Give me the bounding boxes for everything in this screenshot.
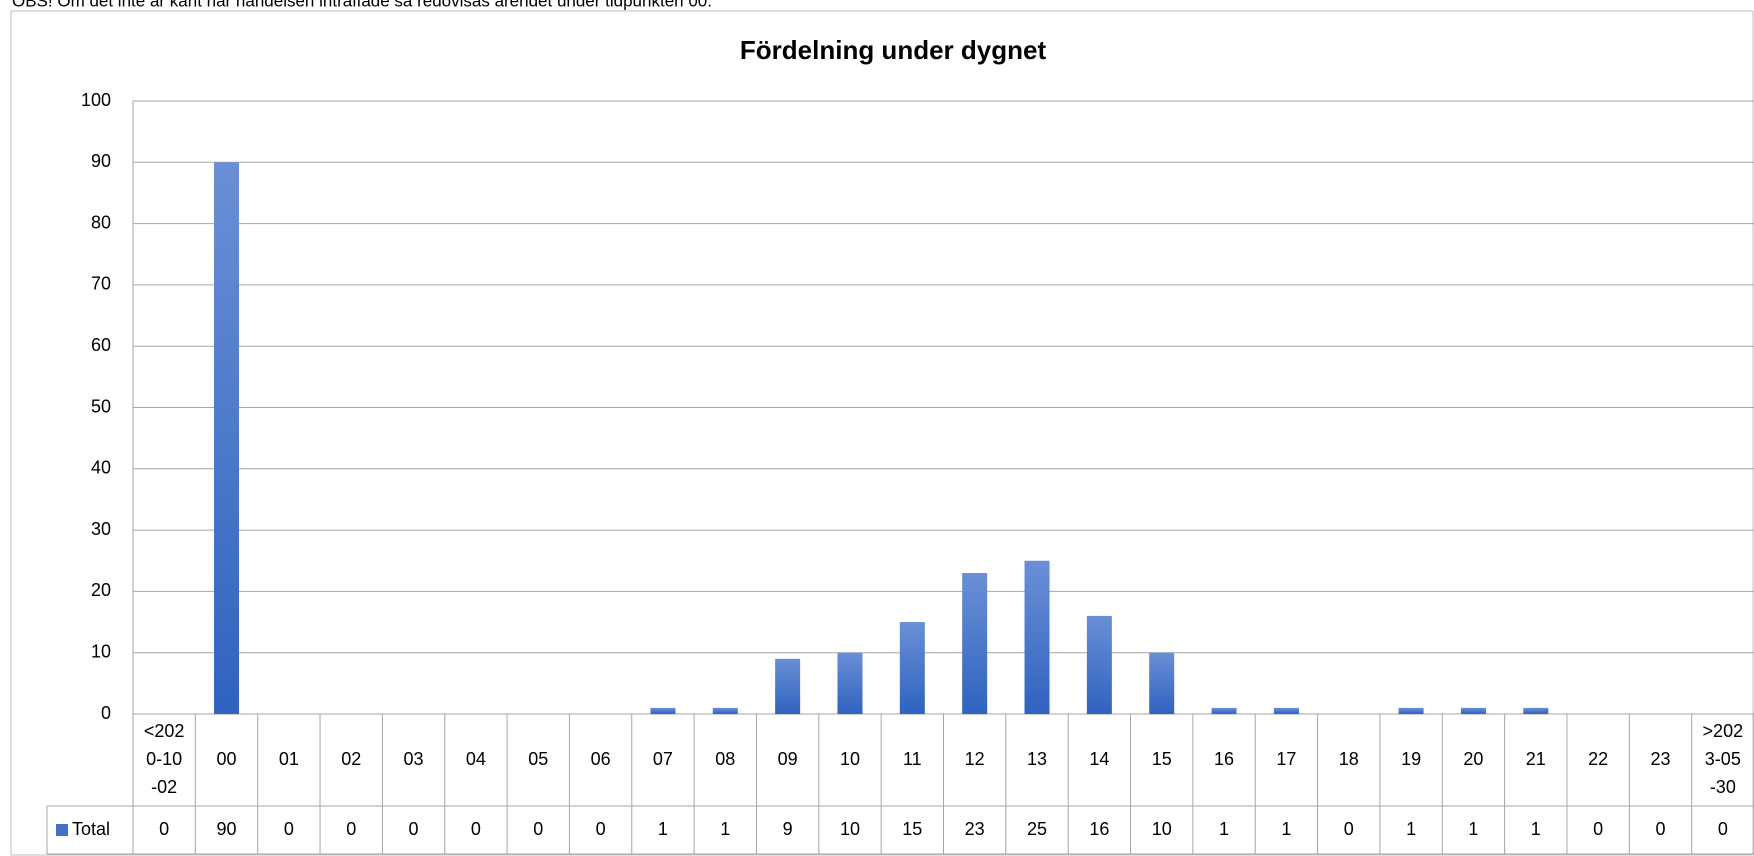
note: OBS! Om det inte är känt när händelsen i…	[12, 0, 712, 10]
data-label: 0	[471, 819, 481, 839]
x-tick-label: 19	[1401, 749, 1421, 769]
x-tick-label: 20	[1463, 749, 1483, 769]
y-tick-label: 100	[81, 90, 111, 110]
data-label: 0	[284, 819, 294, 839]
bar	[775, 658, 801, 714]
y-tick-label: 80	[91, 212, 111, 232]
x-tick-label: 12	[965, 749, 985, 769]
bar	[1398, 707, 1424, 714]
bar	[962, 573, 988, 714]
data-label: 1	[658, 819, 668, 839]
x-tick-label: 21	[1526, 749, 1546, 769]
bar	[712, 707, 738, 714]
x-tick-label: 06	[591, 749, 611, 769]
data-label: 0	[346, 819, 356, 839]
data-label: 1	[1281, 819, 1291, 839]
x-tick-label: 18	[1339, 749, 1359, 769]
data-label: 1	[720, 819, 730, 839]
data-label: 25	[1027, 819, 1047, 839]
x-tick-label: 04	[466, 749, 486, 769]
chart-title: Fördelning under dygnet	[740, 35, 1047, 65]
data-label: 23	[965, 819, 985, 839]
x-tick-label: 16	[1214, 749, 1234, 769]
bar	[837, 652, 863, 714]
data-label: 90	[217, 819, 237, 839]
y-tick-label: 30	[91, 519, 111, 539]
y-tick-label: 50	[91, 396, 111, 416]
bar	[1273, 707, 1299, 714]
x-tick-label: 00	[217, 749, 237, 769]
chart-border	[10, 10, 1754, 856]
y-tick-label: 90	[91, 151, 111, 171]
y-tick-label: 20	[91, 580, 111, 600]
bar	[1024, 560, 1050, 714]
y-tick-label: 60	[91, 335, 111, 355]
x-tick-label: 11	[903, 749, 922, 769]
bar	[1523, 707, 1549, 714]
data-label: 10	[1152, 819, 1172, 839]
x-tick-label: 08	[715, 749, 735, 769]
legend-label: Total	[72, 819, 110, 839]
x-tick-label: >202 3-05 -30	[1703, 721, 1744, 797]
bar	[1460, 707, 1486, 714]
data-label: 1	[1468, 819, 1478, 839]
x-tick-label: 03	[404, 749, 424, 769]
data-label: 0	[1344, 819, 1354, 839]
x-tick-label: 07	[653, 749, 673, 769]
data-label: 0	[533, 819, 543, 839]
x-tick-label: <202 0-10 -02	[144, 721, 185, 797]
data-label: 0	[159, 819, 169, 839]
x-tick-label: 05	[528, 749, 548, 769]
x-tick-label: 02	[341, 749, 361, 769]
legend-swatch	[56, 824, 68, 836]
x-tick-label: 14	[1089, 749, 1109, 769]
data-label: 10	[840, 819, 860, 839]
data-label: 9	[783, 819, 793, 839]
data-label: 0	[1593, 819, 1603, 839]
data-label: 0	[1718, 819, 1728, 839]
y-tick-label: 70	[91, 274, 111, 294]
bar	[214, 162, 240, 715]
y-tick-label: 40	[91, 458, 111, 478]
data-label: 1	[1219, 819, 1229, 839]
x-tick-label: 13	[1027, 749, 1047, 769]
bar	[650, 707, 676, 714]
x-tick-label: 17	[1276, 749, 1296, 769]
x-tick-label: 01	[279, 749, 299, 769]
x-tick-label: 15	[1152, 749, 1172, 769]
data-label: 0	[596, 819, 606, 839]
x-tick-label: 10	[840, 749, 860, 769]
bar	[1086, 615, 1112, 714]
data-label: 16	[1089, 819, 1109, 839]
data-label: 0	[1655, 819, 1665, 839]
bar	[1149, 652, 1175, 714]
x-tick-label: 09	[778, 749, 798, 769]
bar	[1211, 707, 1237, 714]
x-tick-label: 22	[1588, 749, 1608, 769]
y-tick-label: 0	[101, 703, 111, 723]
data-label: 1	[1531, 819, 1541, 839]
x-tick-label: 23	[1650, 749, 1670, 769]
y-tick-label: 10	[91, 641, 111, 661]
bar	[899, 622, 925, 714]
data-label: 0	[409, 819, 419, 839]
data-label: 15	[902, 819, 922, 839]
data-label: 1	[1406, 819, 1416, 839]
